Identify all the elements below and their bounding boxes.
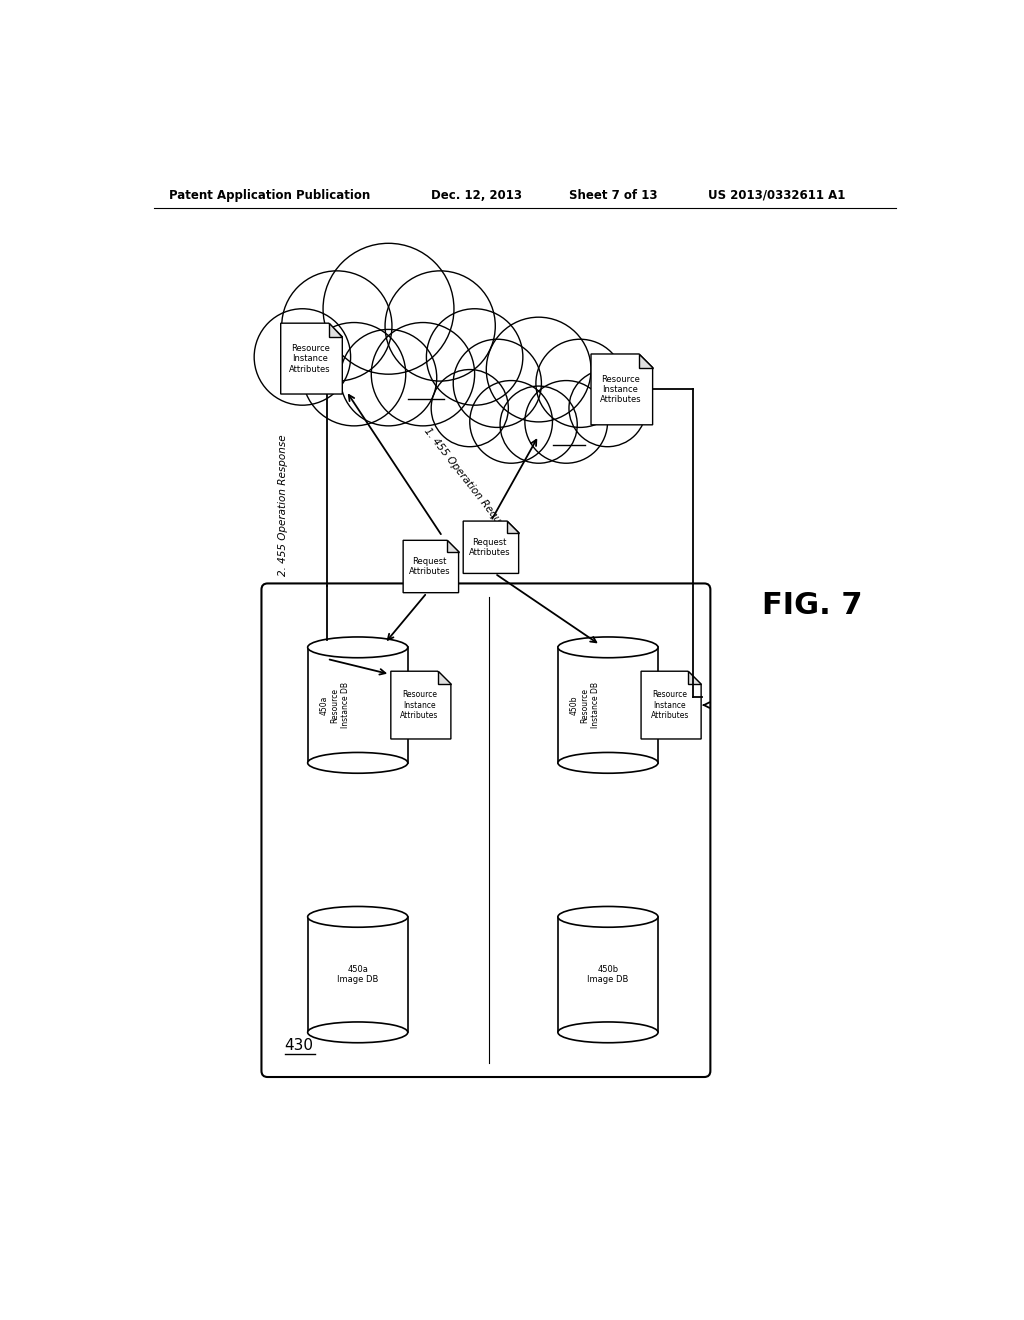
Text: 430: 430 — [285, 1038, 313, 1053]
Polygon shape — [391, 671, 451, 739]
Circle shape — [569, 370, 646, 446]
Polygon shape — [329, 323, 342, 337]
Circle shape — [372, 322, 475, 426]
Text: 450b
Image DB: 450b Image DB — [588, 965, 629, 985]
Circle shape — [323, 243, 454, 374]
Polygon shape — [639, 354, 652, 367]
Circle shape — [426, 309, 523, 405]
Text: Request
Attributes: Request Attributes — [469, 537, 511, 557]
Polygon shape — [507, 521, 518, 532]
Circle shape — [454, 339, 542, 428]
Polygon shape — [403, 540, 459, 593]
Circle shape — [431, 370, 508, 446]
Text: 450a
Image DB: 450a Image DB — [337, 965, 379, 985]
Text: Patent Application Publication: Patent Application Publication — [169, 189, 371, 202]
Circle shape — [254, 309, 350, 405]
Circle shape — [385, 271, 496, 381]
Bar — [307, 917, 408, 1032]
Polygon shape — [463, 521, 518, 573]
Circle shape — [525, 380, 607, 463]
Polygon shape — [641, 671, 701, 739]
Circle shape — [340, 330, 437, 426]
Text: Sheet 7 of 13: Sheet 7 of 13 — [569, 189, 658, 202]
Polygon shape — [688, 671, 701, 685]
Circle shape — [302, 322, 406, 426]
Text: US 2013/0332611 A1: US 2013/0332611 A1 — [708, 189, 846, 202]
Text: Resource
Instance
Attributes: Resource Instance Attributes — [600, 375, 641, 404]
Polygon shape — [281, 323, 342, 395]
Ellipse shape — [307, 752, 408, 774]
Text: 450a
Resource
Instance DB: 450a Resource Instance DB — [319, 682, 349, 729]
Ellipse shape — [307, 638, 408, 657]
Bar — [307, 647, 408, 763]
Polygon shape — [591, 354, 652, 425]
Text: Resource
Instance
Attributes: Resource Instance Attributes — [290, 343, 331, 374]
Circle shape — [470, 380, 552, 463]
Polygon shape — [437, 671, 451, 685]
Text: 450b
Resource
Instance DB: 450b Resource Instance DB — [570, 682, 600, 729]
Text: Resource
Instance
Attributes: Resource Instance Attributes — [650, 690, 689, 719]
Text: Dec. 12, 2013: Dec. 12, 2013 — [431, 189, 522, 202]
Circle shape — [282, 271, 392, 381]
Text: Request
Attributes: Request Attributes — [409, 557, 451, 577]
Circle shape — [486, 317, 591, 422]
Ellipse shape — [558, 1022, 658, 1043]
Ellipse shape — [558, 752, 658, 774]
Bar — [558, 647, 658, 763]
Circle shape — [500, 385, 578, 463]
Polygon shape — [447, 540, 459, 552]
Text: 450b: 450b — [550, 436, 582, 449]
Bar — [558, 917, 658, 1032]
Circle shape — [536, 339, 624, 428]
FancyBboxPatch shape — [261, 583, 711, 1077]
Text: FIG. 7: FIG. 7 — [762, 590, 862, 619]
Ellipse shape — [307, 907, 408, 927]
Ellipse shape — [307, 1022, 408, 1043]
Text: Resource
Instance
Attributes: Resource Instance Attributes — [400, 690, 438, 719]
Text: 450a: 450a — [406, 389, 436, 403]
Ellipse shape — [558, 638, 658, 657]
Text: 1. 455 Operation Request: 1. 455 Operation Request — [422, 426, 512, 537]
Text: 2. 455 Operation Response: 2. 455 Operation Response — [279, 434, 289, 576]
Ellipse shape — [558, 907, 658, 927]
